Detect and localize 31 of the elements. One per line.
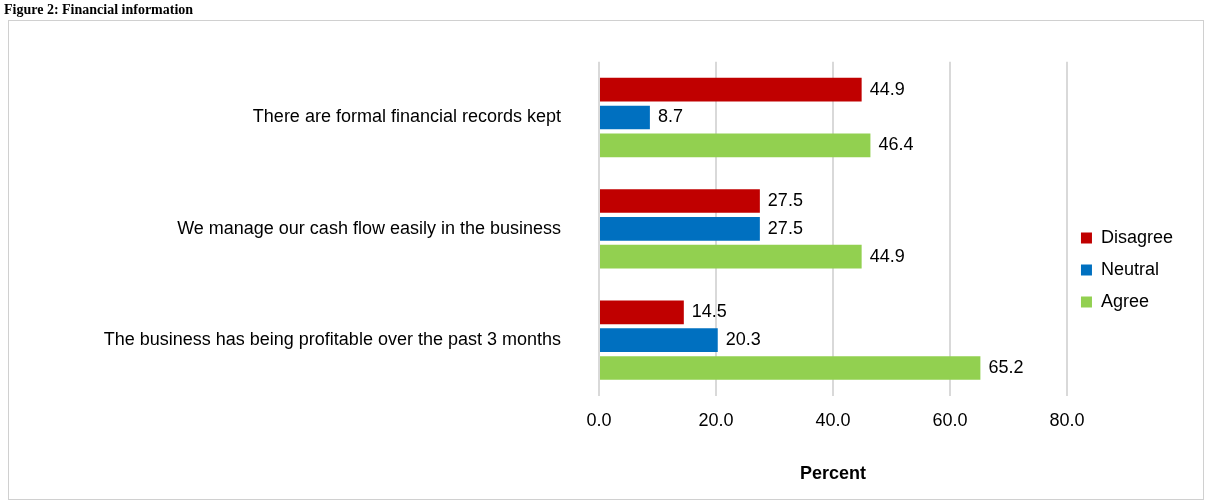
x-axis-title: Percent bbox=[799, 463, 867, 484]
data-label: 44.9 bbox=[869, 78, 905, 99]
y-tick-label: We manage our cash flow easily in the business bbox=[177, 217, 561, 238]
x-tick-label: 0.0 bbox=[586, 409, 612, 430]
legend-label: Agree bbox=[1100, 290, 1150, 311]
data-label: 20.3 bbox=[725, 329, 761, 350]
data-label: 46.4 bbox=[878, 134, 914, 155]
x-tick-label: 20.0 bbox=[698, 409, 734, 430]
data-label: 27.5 bbox=[767, 189, 803, 210]
x-tick-label: 80.0 bbox=[1049, 409, 1085, 430]
y-tick-label: The business has being profitable over the past 3 months bbox=[103, 329, 561, 350]
x-tick-label: 40.0 bbox=[815, 409, 851, 430]
bar bbox=[600, 189, 760, 213]
bar bbox=[600, 133, 871, 158]
x-tick-label: 60.0 bbox=[932, 409, 968, 430]
data-label: 14.5 bbox=[691, 301, 727, 322]
bar bbox=[600, 105, 650, 130]
data-label: 27.5 bbox=[767, 217, 803, 238]
bar bbox=[600, 328, 718, 352]
bar bbox=[600, 77, 862, 102]
data-label: 65.2 bbox=[988, 356, 1024, 377]
bar bbox=[600, 356, 981, 380]
legend-label: Neutral bbox=[1100, 258, 1159, 279]
bar bbox=[600, 300, 684, 325]
legend-label: Disagree bbox=[1100, 226, 1174, 247]
bar bbox=[600, 216, 760, 241]
text: Figure 2: Financial information bbox=[3, 1, 195, 19]
y-tick-label: There are formal financial records kept bbox=[252, 106, 561, 127]
bar bbox=[600, 244, 862, 269]
data-label: 8.7 bbox=[657, 106, 683, 127]
data-label: 44.9 bbox=[869, 245, 905, 266]
